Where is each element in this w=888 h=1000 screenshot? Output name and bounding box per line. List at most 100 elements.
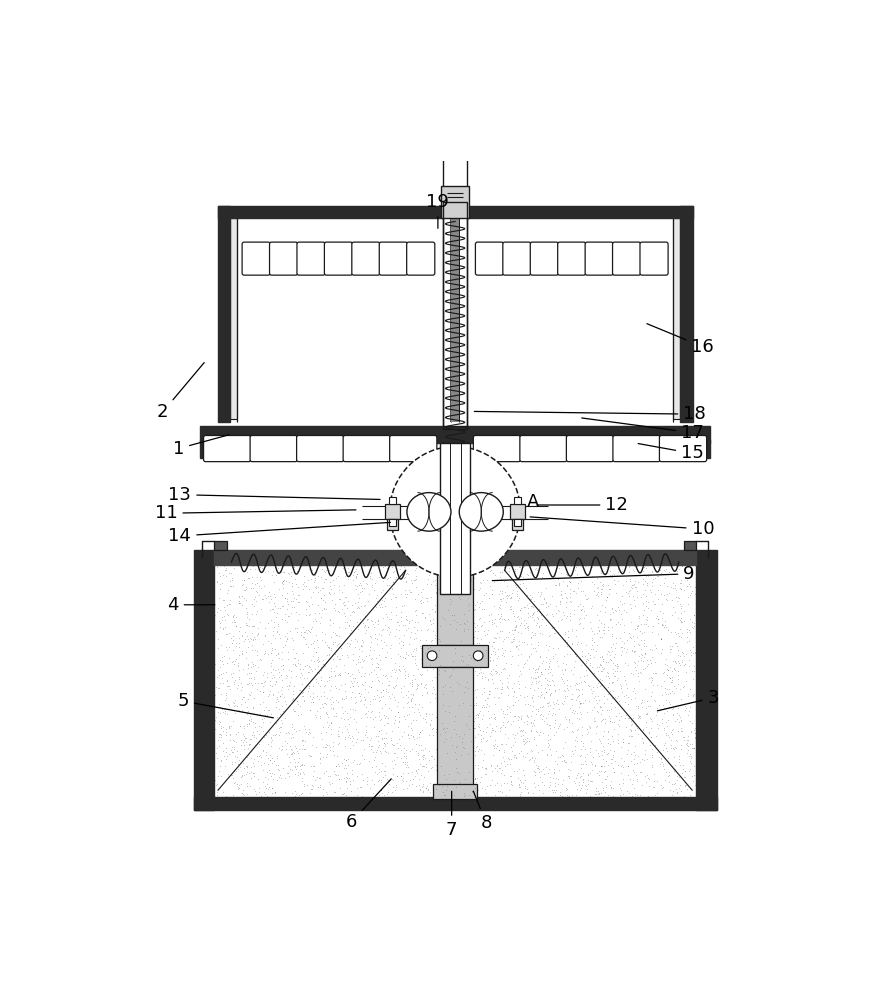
Point — [551, 692, 565, 708]
Point — [588, 786, 602, 802]
Point — [642, 725, 656, 741]
Point — [285, 744, 299, 760]
Point — [500, 698, 514, 714]
Point — [418, 780, 432, 796]
Point — [564, 754, 578, 770]
Point — [388, 708, 402, 724]
Point — [408, 712, 423, 728]
Point — [320, 786, 334, 802]
Point — [421, 781, 435, 797]
Point — [247, 598, 261, 614]
FancyBboxPatch shape — [503, 242, 531, 275]
Point — [620, 641, 634, 657]
Point — [258, 710, 272, 726]
Point — [482, 665, 496, 681]
Point — [597, 542, 611, 558]
Point — [444, 688, 458, 704]
Point — [604, 695, 618, 711]
Point — [278, 637, 292, 653]
Point — [605, 755, 619, 771]
Point — [282, 725, 297, 741]
Point — [536, 590, 551, 606]
Point — [262, 702, 276, 718]
Point — [305, 748, 319, 764]
Point — [519, 772, 533, 788]
Point — [236, 576, 250, 592]
Point — [576, 735, 591, 751]
Point — [213, 727, 227, 743]
Point — [469, 777, 483, 793]
Point — [583, 663, 598, 679]
Point — [595, 743, 609, 759]
Point — [529, 562, 543, 578]
Point — [427, 647, 441, 663]
Point — [440, 583, 454, 599]
Point — [306, 758, 321, 774]
Point — [536, 698, 551, 714]
Point — [318, 594, 332, 610]
Point — [513, 559, 527, 575]
Point — [569, 705, 583, 721]
Point — [630, 668, 645, 684]
Point — [401, 549, 416, 565]
Point — [212, 699, 226, 715]
Point — [329, 748, 344, 764]
Point — [456, 684, 471, 700]
Point — [213, 615, 227, 631]
Point — [609, 546, 623, 562]
Point — [622, 588, 637, 604]
Point — [501, 629, 515, 645]
Point — [569, 729, 583, 745]
Point — [421, 639, 435, 655]
Point — [451, 714, 465, 730]
Point — [450, 764, 464, 780]
Point — [297, 624, 312, 640]
Point — [464, 563, 479, 579]
Point — [683, 611, 697, 627]
Point — [600, 745, 614, 761]
Point — [660, 661, 674, 677]
Point — [436, 637, 450, 653]
Point — [562, 593, 576, 609]
Point — [444, 716, 458, 732]
Point — [630, 700, 645, 716]
Point — [237, 760, 251, 776]
Point — [635, 647, 649, 663]
Point — [375, 599, 389, 615]
Point — [489, 664, 503, 680]
Point — [340, 635, 354, 651]
Point — [326, 743, 340, 759]
Point — [371, 704, 385, 720]
Point — [617, 595, 631, 611]
Point — [445, 665, 459, 681]
Point — [218, 562, 233, 578]
Point — [514, 666, 528, 682]
Point — [254, 788, 268, 804]
Point — [553, 594, 567, 610]
Point — [392, 740, 406, 756]
Point — [682, 681, 696, 697]
Point — [615, 757, 630, 773]
Point — [587, 713, 601, 729]
Point — [458, 580, 472, 596]
Point — [568, 703, 583, 719]
Point — [285, 599, 299, 615]
Point — [407, 704, 421, 720]
Point — [496, 714, 511, 730]
Point — [326, 734, 340, 750]
Point — [318, 626, 332, 642]
Point — [548, 551, 562, 567]
Point — [665, 672, 679, 688]
Point — [562, 768, 576, 784]
Point — [377, 542, 392, 558]
Point — [284, 593, 298, 609]
Point — [448, 739, 463, 755]
Point — [479, 642, 493, 658]
Point — [385, 637, 399, 653]
Point — [685, 663, 699, 679]
Point — [497, 719, 511, 735]
Point — [424, 717, 438, 733]
Point — [478, 669, 492, 685]
Point — [641, 545, 655, 561]
Point — [356, 732, 370, 748]
